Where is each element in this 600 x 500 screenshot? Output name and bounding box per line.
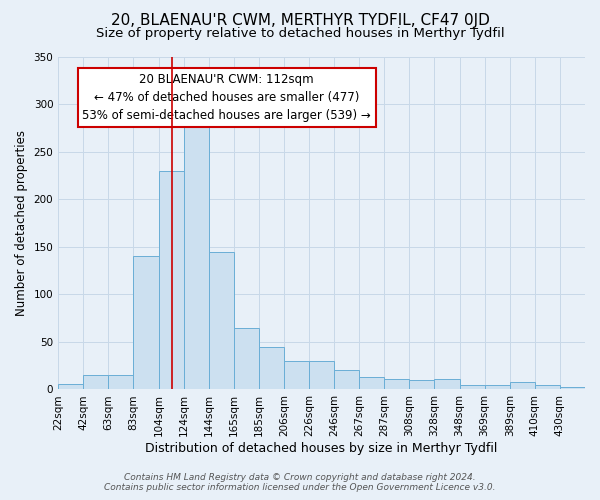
Bar <box>409 380 434 390</box>
Bar <box>359 377 385 390</box>
Bar <box>434 379 460 390</box>
Bar <box>184 114 209 390</box>
Bar <box>209 252 234 390</box>
Bar <box>485 384 510 390</box>
Bar <box>234 328 259 390</box>
Bar <box>259 346 284 390</box>
Bar <box>385 379 409 390</box>
Bar <box>560 386 585 390</box>
Bar <box>133 256 158 390</box>
Text: Contains HM Land Registry data © Crown copyright and database right 2024.
Contai: Contains HM Land Registry data © Crown c… <box>104 473 496 492</box>
Bar <box>309 361 334 390</box>
Bar <box>284 361 309 390</box>
Text: 20 BLAENAU'R CWM: 112sqm
← 47% of detached houses are smaller (477)
53% of semi-: 20 BLAENAU'R CWM: 112sqm ← 47% of detach… <box>82 73 371 122</box>
X-axis label: Distribution of detached houses by size in Merthyr Tydfil: Distribution of detached houses by size … <box>145 442 498 455</box>
Text: 20, BLAENAU'R CWM, MERTHYR TYDFIL, CF47 0JD: 20, BLAENAU'R CWM, MERTHYR TYDFIL, CF47 … <box>110 12 490 28</box>
Y-axis label: Number of detached properties: Number of detached properties <box>15 130 28 316</box>
Bar <box>460 384 485 390</box>
Bar <box>83 375 109 390</box>
Bar <box>58 384 83 390</box>
Text: Size of property relative to detached houses in Merthyr Tydfil: Size of property relative to detached ho… <box>95 28 505 40</box>
Bar <box>535 384 560 390</box>
Bar <box>334 370 359 390</box>
Bar <box>510 382 535 390</box>
Bar <box>158 170 184 390</box>
Bar <box>109 375 133 390</box>
